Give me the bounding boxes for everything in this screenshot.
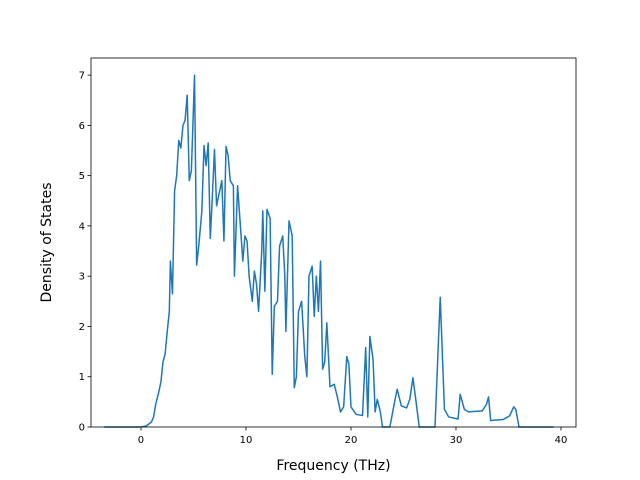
x-tick-label: 20 xyxy=(345,435,358,446)
y-tick-label: 6 xyxy=(79,121,85,132)
x-tick-label: 10 xyxy=(240,435,253,446)
x-tick-label: 0 xyxy=(138,435,144,446)
data-line xyxy=(104,74,554,428)
y-axis-label: Density of States xyxy=(39,183,55,303)
y-tick-label: 0 xyxy=(79,423,85,434)
y-tick-label: 4 xyxy=(79,221,85,232)
x-axis-label: Frequency (THz) xyxy=(276,458,390,474)
y-tick-label: 3 xyxy=(79,272,85,283)
x-tick-label: 40 xyxy=(555,435,568,446)
y-tick-label: 7 xyxy=(79,71,85,82)
y-tick-label: 2 xyxy=(79,322,85,333)
x-tick-label: 30 xyxy=(450,435,463,446)
y-tick-label: 1 xyxy=(79,372,85,383)
y-tick-label: 5 xyxy=(79,171,85,182)
plot-frame xyxy=(90,57,577,428)
